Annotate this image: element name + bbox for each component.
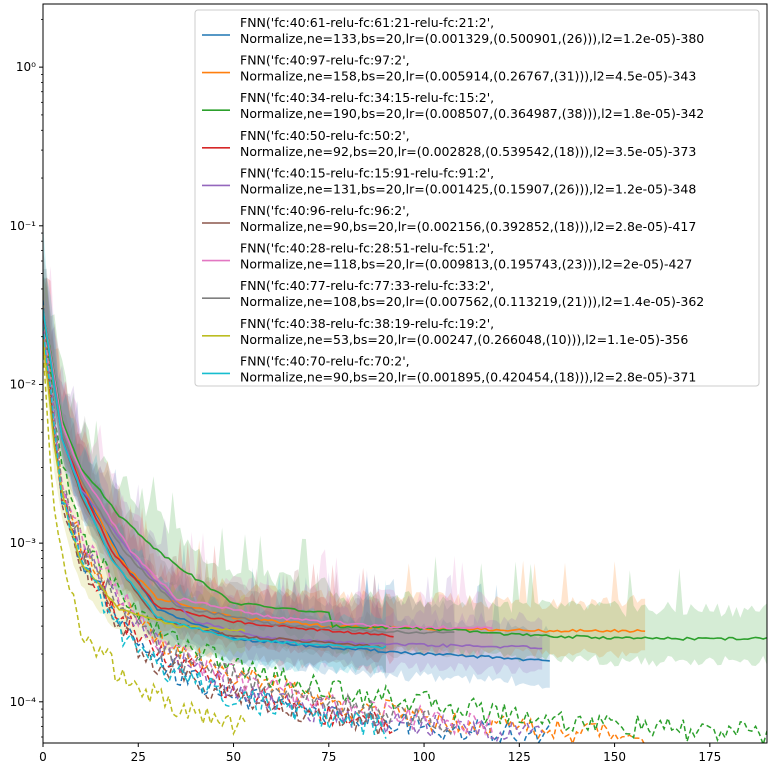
series-0-band	[43, 277, 550, 689]
series-7-band	[43, 268, 455, 659]
series-7-validation-line	[43, 307, 455, 635]
legend-item: FNN('fc:40:61-relu-fc:61:21-relu-fc:21:2…	[202, 15, 704, 46]
series-8-validation-line	[43, 335, 246, 632]
legend-label-line2: Normalize,ne=53,bs=20,lr=(0.00247,(0.266…	[240, 332, 688, 347]
legend-label-line1: FNN('fc:40:97-relu-fc:97:2',	[240, 53, 410, 68]
legend-label-line2: Normalize,ne=131,bs=20,lr=(0.001425,(0.1…	[240, 181, 696, 196]
series-2-train-line	[43, 316, 767, 743]
legend-label-line2: Normalize,ne=133,bs=20,lr=(0.001329,(0.5…	[240, 31, 704, 46]
series-1-train-line	[43, 343, 645, 743]
series-9-band	[43, 223, 386, 676]
series-8-band	[43, 273, 245, 657]
y-axis: 10⁻⁴ 10⁻³ 10⁻² 10⁻¹ 10⁰	[10, 18, 43, 738]
y-tick-label: 10⁰	[16, 60, 36, 74]
legend-label-line1: FNN('fc:40:34-relu-fc:34:15-relu-fc:15:2…	[240, 90, 494, 105]
legend-label-line2: Normalize,ne=118,bs=20,lr=(0.009813,(0.1…	[240, 257, 692, 272]
x-tick-label: 150	[603, 750, 626, 764]
legend-item: FNN('fc:40:28-relu-fc:28:51-relu-fc:51:2…	[202, 241, 692, 272]
series-6-band	[43, 266, 493, 657]
legend-label-line1: FNN('fc:40:96-relu-fc:96:2',	[240, 203, 410, 218]
y-tick-label: 10⁻³	[10, 536, 37, 550]
y-tick-label: 10⁻²	[10, 377, 37, 391]
x-tick-label: 25	[131, 750, 146, 764]
plot-frame	[42, 3, 768, 744]
series-5-train-line	[43, 338, 387, 739]
legend-item: FNN('fc:40:15-relu-fc:15:91-relu-fc:91:2…	[202, 165, 696, 196]
series-3-train-line	[43, 341, 394, 735]
x-tick-label: 175	[698, 750, 721, 764]
legend-label-line2: Normalize,ne=158,bs=20,lr=(0.005914,(0.2…	[240, 69, 696, 84]
series-2-validation-line	[43, 309, 767, 641]
x-tick-label: 50	[226, 750, 241, 764]
legend-label-line1: FNN('fc:40:61-relu-fc:61:21-relu-fc:21:2…	[240, 15, 494, 30]
legend-label-line1: FNN('fc:40:70-relu-fc:70:2',	[240, 353, 410, 368]
series-7-train-line	[43, 333, 456, 736]
legend-label-line1: FNN('fc:40:38-relu-fc:38:19-relu-fc:19:2…	[240, 316, 494, 331]
series-1-band	[43, 276, 646, 659]
legend-label-line2: Normalize,ne=92,bs=20,lr=(0.002828,(0.53…	[240, 144, 696, 159]
series-8-train-line	[43, 346, 246, 737]
legend-label-line2: Normalize,ne=90,bs=20,lr=(0.001895,(0.42…	[240, 369, 696, 384]
legend-box	[194, 9, 760, 387]
series-4-band	[43, 284, 543, 675]
series-9-validation-line	[43, 309, 387, 650]
series-6-train-line	[43, 326, 494, 737]
legend: FNN('fc:40:61-relu-fc:61:21-relu-fc:21:2…	[194, 9, 760, 387]
y-tick-label: 10⁻¹	[10, 219, 37, 233]
legend-item: FNN('fc:40:38-relu-fc:38:19-relu-fc:19:2…	[202, 316, 688, 347]
legend-item: FNN('fc:40:77-relu-fc:77:33-relu-fc:33:2…	[202, 278, 704, 309]
series-3-validation-line	[43, 313, 394, 638]
x-tick-label: 125	[508, 750, 531, 764]
series-6-validation-line	[43, 308, 493, 630]
legend-item: FNN('fc:40:50-relu-fc:50:2',Normalize,ne…	[202, 128, 696, 159]
legend-label-line2: Normalize,ne=108,bs=20,lr=(0.007562,(0.1…	[240, 294, 704, 309]
x-axis: 0 25 50 75 100 125 150 175	[39, 743, 721, 764]
series-3-band	[43, 277, 394, 665]
series-2-band	[43, 272, 767, 667]
legend-item: FNN('fc:40:34-relu-fc:34:15-relu-fc:15:2…	[202, 90, 704, 121]
x-tick-label: 0	[39, 750, 47, 764]
series-9-train-line	[43, 326, 387, 739]
legend-label-line1: FNN('fc:40:77-relu-fc:77:33-relu-fc:33:2…	[240, 278, 494, 293]
legend-label-line1: FNN('fc:40:28-relu-fc:28:51-relu-fc:51:2…	[240, 241, 494, 256]
legend-item: FNN('fc:40:96-relu-fc:96:2',Normalize,ne…	[202, 203, 696, 234]
series-1-validation-line	[43, 321, 646, 634]
series-5-band	[43, 248, 386, 675]
y-tick-label: 10⁻⁴	[10, 695, 37, 709]
legend-label-line2: Normalize,ne=90,bs=20,lr=(0.002156,(0.39…	[240, 219, 696, 234]
legend-item: FNN('fc:40:70-relu-fc:70:2',Normalize,ne…	[202, 353, 696, 384]
x-tick-label: 100	[413, 750, 436, 764]
legend-label-line1: FNN('fc:40:50-relu-fc:50:2',	[240, 128, 410, 143]
legend-label-line1: FNN('fc:40:15-relu-fc:15:91-relu-fc:91:2…	[240, 165, 494, 180]
legend-item: FNN('fc:40:97-relu-fc:97:2',Normalize,ne…	[202, 53, 696, 84]
legend-label-line2: Normalize,ne=190,bs=20,lr=(0.008507,(0.3…	[240, 106, 704, 121]
x-tick-label: 75	[321, 750, 336, 764]
